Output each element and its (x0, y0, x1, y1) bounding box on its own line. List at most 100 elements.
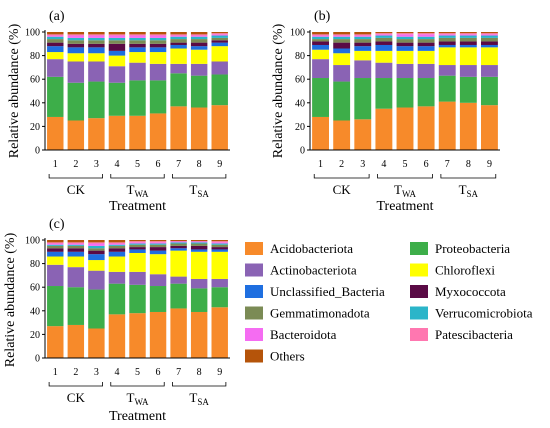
bar-segment-unclassified-bacteria-5 (129, 47, 146, 53)
bar-segment-chloroflexi-6 (149, 254, 167, 275)
bar-segment-unclassified-bacteria-1 (312, 44, 329, 50)
panel-label: (c) (49, 217, 65, 232)
x-tick-label: 4 (114, 367, 119, 378)
bar-segment-verrucomicrobiota-1 (312, 36, 329, 40)
bar-segment-actinobacteriota-8 (190, 63, 208, 76)
bar-segment-patescibacteria-1 (312, 34, 329, 36)
bar-segment-others-4 (108, 32, 126, 35)
bar-segment-acidobacteriota-5 (396, 107, 414, 150)
bar-segment-verrucomicrobiota-8 (190, 242, 208, 244)
bar-segment-verrucomicrobiota-1 (47, 36, 64, 40)
bar-segment-patescibacteria-3 (88, 34, 105, 36)
bar-segment-unclassified-bacteria-6 (149, 47, 167, 53)
bar-segment-bacteroidota-8 (459, 34, 477, 36)
bar-segment-verrucomicrobiota-6 (149, 37, 167, 41)
legend-label: Actinobacteriota (270, 263, 357, 278)
bar-segment-bacteroidota-3 (88, 243, 105, 246)
bar-segment-verrucomicrobiota-9 (481, 35, 498, 38)
bar-segment-gemmatimonadota-1 (312, 39, 329, 42)
legend-label: Verrucomicrobiota (435, 306, 533, 321)
bar-segment-actinobacteriota-2 (333, 65, 351, 82)
bar-segment-actinobacteriota-4 (108, 271, 126, 284)
bar-segment-chloroflexi-1 (312, 49, 329, 60)
x-tick-label: 6 (156, 159, 161, 170)
bar-segment-patescibacteria-5 (396, 33, 414, 35)
group-label: TSA (189, 390, 209, 407)
bar-segment-myxococcota-8 (190, 42, 208, 47)
bar-segment-gemmatimonadota-1 (47, 245, 64, 249)
group-bracket (48, 174, 103, 179)
bar-segment-gemmatimonadota-2 (67, 40, 85, 44)
bar-segment-myxococcota-1 (312, 41, 329, 45)
bar-segment-others-9 (211, 32, 228, 34)
bar-segment-acidobacteriota-7 (170, 106, 187, 150)
y-tick-label: 0 (35, 354, 40, 365)
bar-segment-gemmatimonadota-9 (481, 37, 498, 42)
bar-segment-bacteroidota-8 (190, 241, 208, 243)
bar-segment-proteobacteria-3 (88, 289, 105, 329)
bar-segment-acidobacteriota-7 (170, 308, 187, 358)
bar-segment-bacteroidota-7 (170, 35, 187, 37)
bar-segment-chloroflexi-3 (88, 53, 105, 62)
group-label: TSA (459, 182, 479, 199)
bar-segment-unclassified-bacteria-4 (375, 44, 393, 51)
bar-segment-myxococcota-2 (67, 248, 85, 252)
bar-segment-proteobacteria-8 (459, 76, 477, 103)
group-label: CK (67, 182, 86, 197)
bar-segment-bacteroidota-6 (149, 242, 167, 244)
bar-segment-others-2 (333, 32, 351, 35)
bar-segment-acidobacteriota-8 (190, 311, 208, 358)
bar-segment-acidobacteriota-9 (211, 105, 228, 150)
panel-label: (b) (314, 9, 331, 24)
bar-segment-patescibacteria-2 (67, 242, 85, 244)
bar-segment-others-9 (481, 32, 498, 34)
bar-segment-others-1 (47, 240, 64, 243)
x-tick-label: 4 (381, 159, 386, 170)
bar-segment-others-7 (170, 32, 187, 35)
bar-segment-others-3 (88, 32, 105, 35)
bar-segment-unclassified-bacteria-6 (417, 46, 435, 51)
bar-segment-myxococcota-6 (149, 43, 167, 48)
bar-segment-bacteroidota-1 (312, 35, 329, 37)
legend-item-actinobacteriota: Actinobacteriota (245, 263, 357, 278)
group-bracket (313, 174, 370, 179)
bar-segment-gemmatimonadota-6 (149, 40, 167, 44)
bar-segment-bacteroidota-8 (190, 35, 208, 37)
bar-segment-acidobacteriota-9 (481, 105, 498, 150)
bar-segment-verrucomicrobiota-5 (129, 37, 146, 41)
bar-segment-actinobacteriota-3 (88, 61, 105, 82)
x-tick-label: 7 (176, 159, 181, 170)
x-axis-label: Treatment (109, 409, 166, 424)
bar-segment-chloroflexi-7 (170, 250, 187, 277)
y-tick-label: 0 (300, 146, 305, 157)
bar-segment-chloroflexi-2 (67, 256, 85, 268)
bar-segment-acidobacteriota-7 (438, 101, 456, 150)
bar-segment-others-4 (375, 32, 393, 34)
y-tick-label: 20 (30, 122, 40, 133)
bar-segment-acidobacteriota-4 (108, 115, 126, 150)
legend-item-myxococcota: Myxococcota (410, 284, 506, 299)
y-tick-label: 60 (30, 283, 40, 294)
x-tick-label: 2 (73, 159, 78, 170)
bar-segment-unclassified-bacteria-1 (47, 251, 64, 257)
x-tick-label: 2 (339, 159, 344, 170)
bar-segment-verrucomicrobiota-2 (67, 244, 85, 246)
bar-segment-gemmatimonadota-7 (170, 39, 187, 43)
bar-segment-verrucomicrobiota-6 (149, 243, 167, 245)
bar-segment-actinobacteriota-7 (170, 63, 187, 74)
bar-segment-gemmatimonadota-6 (149, 244, 167, 248)
x-tick-label: 3 (360, 159, 365, 170)
group-bracket (377, 174, 433, 179)
bar-segment-actinobacteriota-7 (170, 276, 187, 284)
bar-segment-bacteroidota-7 (170, 241, 187, 243)
bar-segment-acidobacteriota-3 (88, 118, 105, 150)
bar-segment-actinobacteriota-9 (211, 61, 228, 75)
y-tick-label: 100 (25, 28, 40, 39)
bar-segment-chloroflexi-9 (211, 46, 228, 62)
bar-segment-proteobacteria-5 (129, 80, 146, 116)
bar-segment-chloroflexi-5 (129, 52, 146, 63)
y-tick-label: 40 (30, 98, 40, 109)
legend-swatch (245, 285, 263, 298)
bar-segment-myxococcota-9 (211, 247, 228, 250)
bar-segment-gemmatimonadota-3 (88, 40, 105, 44)
